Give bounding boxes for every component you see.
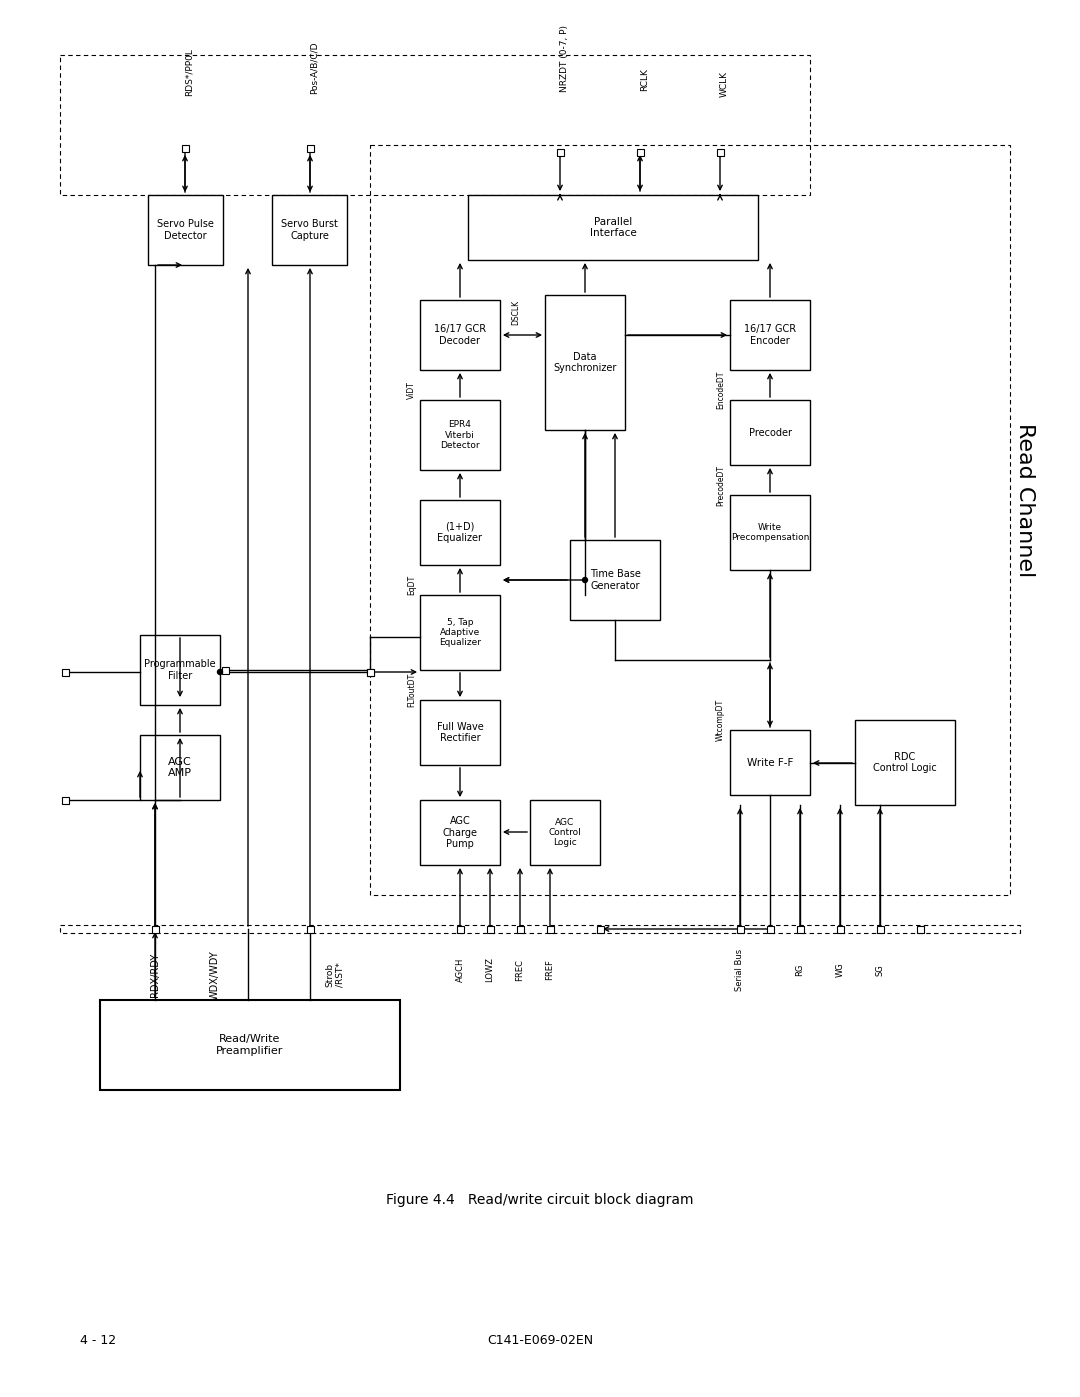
Text: 16/17 GCR
Encoder: 16/17 GCR Encoder xyxy=(744,324,796,346)
Text: Write F-F: Write F-F xyxy=(746,757,793,767)
Text: Parallel
Interface: Parallel Interface xyxy=(590,217,636,239)
Bar xyxy=(420,400,500,469)
Bar xyxy=(148,196,222,265)
Bar xyxy=(546,925,554,933)
Text: AGC
AMP: AGC AMP xyxy=(168,757,192,778)
Text: Data
Synchronizer: Data Synchronizer xyxy=(553,352,617,373)
Text: LOWZ: LOWZ xyxy=(486,957,495,982)
Bar xyxy=(151,925,159,933)
Bar xyxy=(486,925,494,933)
Bar xyxy=(181,144,189,151)
Bar xyxy=(420,800,500,865)
Bar xyxy=(730,495,810,570)
Text: RG: RG xyxy=(796,964,805,977)
Text: Pos-A/B/C/D: Pos-A/B/C/D xyxy=(310,42,319,94)
Text: Figure 4.4   Read/write circuit block diagram: Figure 4.4 Read/write circuit block diag… xyxy=(387,1193,693,1207)
Text: Programmable
Filter: Programmable Filter xyxy=(145,659,216,680)
Text: Strob
/RST*: Strob /RST* xyxy=(325,963,345,988)
Text: Serial Bus: Serial Bus xyxy=(735,949,744,990)
Text: 5, Tap
Adaptive
Equalizer: 5, Tap Adaptive Equalizer xyxy=(438,617,481,647)
Bar xyxy=(596,925,604,933)
Bar xyxy=(140,636,220,705)
Bar xyxy=(221,666,229,673)
Bar xyxy=(62,796,68,803)
Text: DSCLK: DSCLK xyxy=(512,299,521,324)
Bar xyxy=(730,300,810,370)
Text: C141-E069-02EN: C141-E069-02EN xyxy=(487,1334,593,1347)
Text: WG: WG xyxy=(836,963,845,978)
Text: FREC: FREC xyxy=(515,960,525,981)
Bar xyxy=(837,925,843,933)
Text: SG: SG xyxy=(876,964,885,977)
Bar xyxy=(60,925,1020,933)
Text: RDS*/PP0L: RDS*/PP0L xyxy=(185,47,194,96)
Bar xyxy=(366,669,374,676)
Text: FREF: FREF xyxy=(545,960,554,981)
Bar xyxy=(855,719,955,805)
Text: Precoder: Precoder xyxy=(748,427,792,437)
Text: PrecodeDT: PrecodeDT xyxy=(716,464,725,506)
Bar xyxy=(877,925,883,933)
Bar xyxy=(737,925,743,933)
Bar xyxy=(307,144,313,151)
Text: ViDT: ViDT xyxy=(407,381,416,400)
Bar xyxy=(272,196,347,265)
Text: Read/Write
Preamplifier: Read/Write Preamplifier xyxy=(216,1034,284,1056)
Text: (1+D)
Equalizer: (1+D) Equalizer xyxy=(437,521,483,543)
Bar xyxy=(457,925,463,933)
Bar xyxy=(60,54,810,196)
Bar xyxy=(468,196,758,260)
Bar xyxy=(716,148,724,155)
Bar xyxy=(420,595,500,671)
Bar xyxy=(516,925,524,933)
Text: WtcompDT: WtcompDT xyxy=(716,698,725,740)
Text: RCLK: RCLK xyxy=(640,68,649,91)
Text: AGC
Control
Logic: AGC Control Logic xyxy=(549,817,581,848)
Bar xyxy=(730,400,810,465)
Text: RDC
Control Logic: RDC Control Logic xyxy=(873,752,936,774)
Bar xyxy=(100,1000,400,1090)
Text: Full Wave
Rectifier: Full Wave Rectifier xyxy=(436,722,484,743)
Bar xyxy=(420,500,500,564)
Bar xyxy=(420,700,500,766)
Bar xyxy=(140,735,220,800)
Bar xyxy=(917,925,923,933)
Text: Write
Precompensation: Write Precompensation xyxy=(731,522,809,542)
Text: FLToutDT: FLToutDT xyxy=(407,673,416,707)
Bar xyxy=(797,925,804,933)
Text: EncodeDT: EncodeDT xyxy=(716,370,725,409)
Bar xyxy=(570,541,660,620)
Bar xyxy=(730,731,810,795)
Text: AGC
Charge
Pump: AGC Charge Pump xyxy=(443,816,477,849)
Text: WCLK: WCLK xyxy=(720,71,729,96)
Text: EPR4
Viterbi
Detector: EPR4 Viterbi Detector xyxy=(441,420,480,450)
Text: AGCH: AGCH xyxy=(456,958,464,982)
Bar xyxy=(556,148,564,155)
Text: WDX/WDY: WDX/WDY xyxy=(210,950,220,1000)
Text: NRZDT (0-7, P): NRZDT (0-7, P) xyxy=(561,25,569,91)
Bar xyxy=(545,295,625,430)
Bar xyxy=(420,300,500,370)
Text: 16/17 GCR
Decoder: 16/17 GCR Decoder xyxy=(434,324,486,346)
Text: Read Channel: Read Channel xyxy=(1015,423,1035,577)
Bar xyxy=(636,148,644,155)
Text: RDX/RDY: RDX/RDY xyxy=(150,953,160,997)
Text: Time Base
Generator: Time Base Generator xyxy=(590,569,640,591)
Text: Servo Burst
Capture: Servo Burst Capture xyxy=(281,219,338,240)
Bar xyxy=(370,145,1010,895)
Bar xyxy=(530,800,600,865)
Text: EqDT: EqDT xyxy=(407,576,416,595)
Text: Servo Pulse
Detector: Servo Pulse Detector xyxy=(157,219,214,240)
Bar xyxy=(767,925,773,933)
Bar xyxy=(62,669,68,676)
Circle shape xyxy=(217,669,222,675)
Circle shape xyxy=(582,577,588,583)
Bar xyxy=(366,669,374,676)
Bar xyxy=(307,925,313,933)
Text: 4 - 12: 4 - 12 xyxy=(80,1334,117,1347)
